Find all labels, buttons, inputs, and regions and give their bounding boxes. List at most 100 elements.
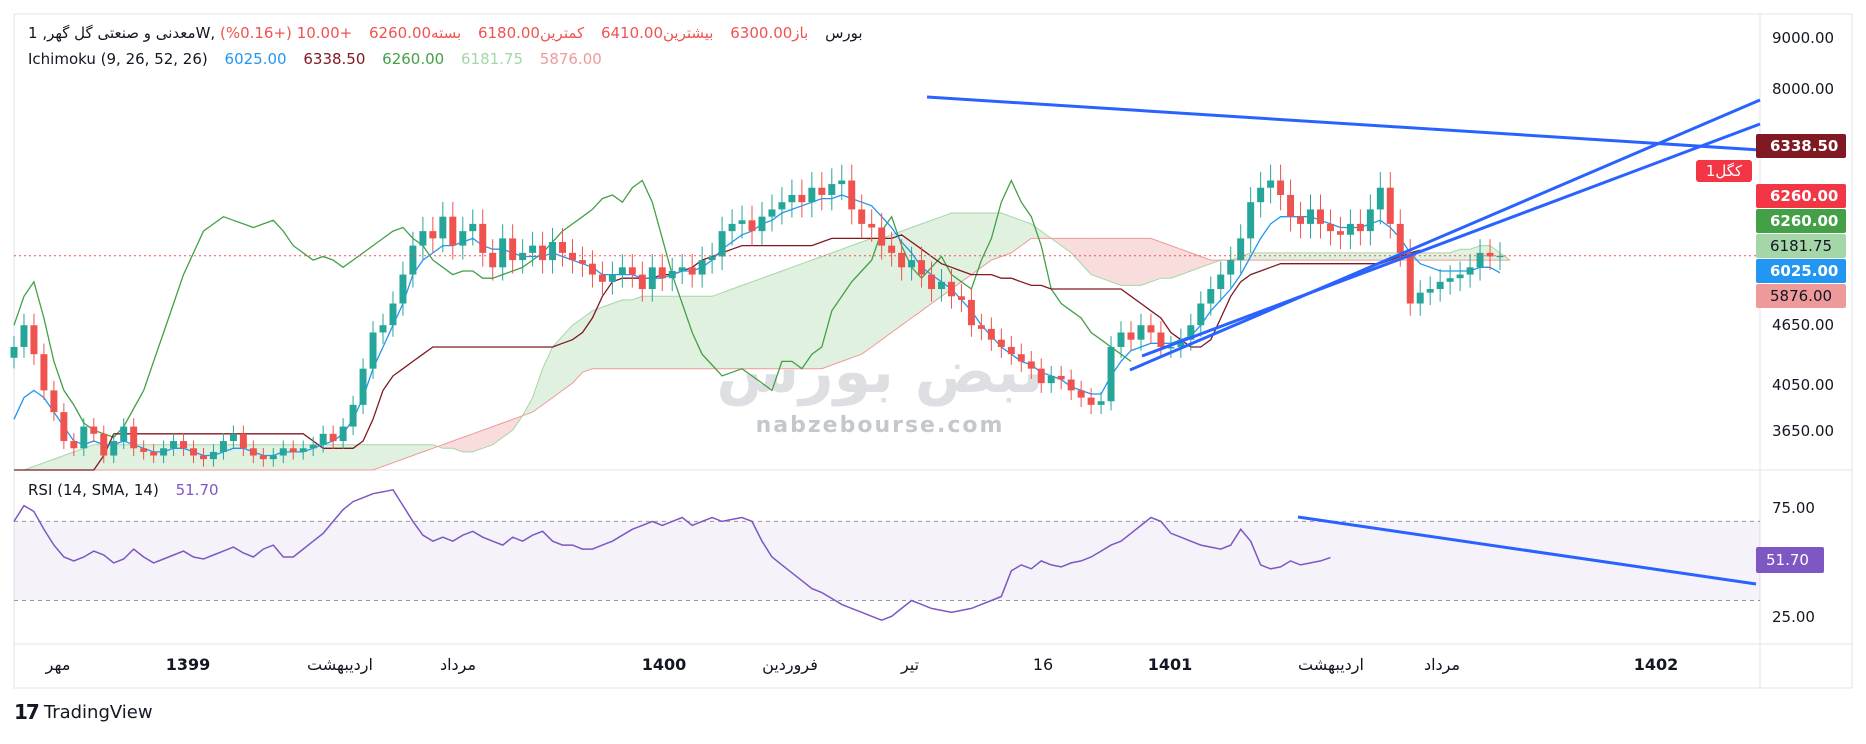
ichimoku-cloud-segment <box>1061 238 1072 253</box>
candle-body <box>648 267 656 290</box>
candle-body <box>1267 180 1275 188</box>
ichimoku-cloud-segment <box>1300 252 1311 261</box>
candle-body <box>838 180 846 185</box>
chikou-line <box>13 178 1132 439</box>
ichimoku-cloud-segment <box>1150 238 1161 282</box>
ichimoku-cloud-segment <box>353 444 364 470</box>
rsi-label: RSI (14, SMA, 14) <box>28 481 159 499</box>
candle-body <box>1157 332 1165 347</box>
candle-body <box>1307 209 1315 224</box>
candle-body <box>688 267 696 275</box>
time-axis-label: اردیبهشت <box>307 655 373 675</box>
candle-body <box>1376 187 1384 210</box>
ichimoku-cloud-segment <box>1320 252 1331 261</box>
ichimoku-cloud-segment <box>502 419 513 438</box>
candle-body <box>1476 252 1484 268</box>
ichimoku-cloud-segment <box>392 444 403 463</box>
candle-body <box>1386 187 1394 224</box>
ichimoku-cloud-segment <box>622 299 633 369</box>
candle-body <box>1247 202 1255 239</box>
candle-body <box>938 281 945 290</box>
ichimoku-cloud-segment <box>492 422 503 445</box>
candle-body <box>469 223 477 232</box>
candle-body <box>1187 325 1195 340</box>
ichimoku-cloud-segment <box>1111 238 1122 286</box>
time-axis-label: اردیبهشت <box>1298 655 1364 675</box>
ichimoku-cloud-segment <box>851 242 862 358</box>
change-value: +10.00 (+0.16%) <box>219 24 353 42</box>
ichimoku-cloud-segment <box>1360 252 1371 261</box>
candle-body <box>748 220 756 232</box>
tenkan-line <box>13 194 1501 457</box>
candle-body <box>997 339 1005 347</box>
symbol-badge <box>1696 160 1752 182</box>
candle-body <box>987 328 995 340</box>
candle-body <box>788 194 796 203</box>
candle-body <box>10 346 18 358</box>
candle-body <box>1336 231 1344 235</box>
time-axis-label: فروردین <box>762 655 818 675</box>
tradingview-brand[interactable]: 17 TradingView <box>14 700 153 724</box>
candle-body <box>1147 325 1155 333</box>
ichimoku-cloud-segment <box>263 444 274 470</box>
candle-body <box>1077 390 1085 398</box>
ichimoku-cloud-segment <box>562 325 573 391</box>
candle-body <box>349 404 357 427</box>
candle-body <box>768 209 776 217</box>
candle-body <box>1167 346 1175 349</box>
ichimoku-cloud-segment <box>333 444 344 470</box>
price-badge <box>1756 134 1846 158</box>
symbol-title: معدنی و صنعتی گل گهر, 1W, بورس <box>28 24 863 42</box>
header-row-ichimoku[interactable]: Ichimoku (9, 26, 52, 26) 6025.00 6338.50… <box>28 50 614 68</box>
candle-body <box>100 433 108 456</box>
candle-body <box>399 274 407 304</box>
header-row-rsi[interactable]: RSI (14, SMA, 14) 51.70 <box>28 481 231 499</box>
tradingview-name: TradingView <box>43 701 153 723</box>
senkou-a-line <box>14 212 1511 471</box>
candle-body <box>708 256 716 261</box>
candle-body <box>1197 303 1205 326</box>
ichimoku-cloud-segment <box>682 296 693 369</box>
ichimoku-cloud-segment <box>752 278 762 369</box>
candle-body <box>269 455 277 460</box>
candle-body <box>359 368 367 405</box>
ichimoku-cloud-segment <box>452 437 463 452</box>
ichimoku-cloud-segment <box>1340 252 1351 261</box>
candle-body <box>1356 223 1364 232</box>
ichimoku-senkou-a: 6181.75 <box>460 50 524 68</box>
ichimoku-cloud-segment <box>692 296 703 369</box>
ichimoku-cloud-segment <box>203 444 214 470</box>
ichimoku-cloud-segment <box>123 444 134 470</box>
candle-body <box>908 260 916 268</box>
ichimoku-cloud-segment <box>1170 245 1181 279</box>
candle-body <box>578 260 586 264</box>
candle-body <box>509 238 517 261</box>
rsi-line <box>13 488 1331 622</box>
candle-body <box>1436 281 1444 290</box>
candle-body <box>1217 274 1225 290</box>
ichimoku-cloud-segment <box>1091 238 1102 279</box>
ichimoku-chikou: 6260.00 <box>382 50 445 68</box>
ichimoku-cloud-segment <box>1011 216 1022 253</box>
candle-body <box>329 433 337 442</box>
rsi-value-badge <box>1756 547 1824 573</box>
ichimoku-cloud-segment <box>313 444 324 470</box>
ichimoku-cloud-segment <box>672 296 683 369</box>
ichimoku-label: Ichimoku (9, 26, 52, 26) <box>28 50 208 68</box>
candle-body <box>140 448 148 452</box>
ichimoku-cloud-segment <box>462 433 473 452</box>
ichimoku-cloud-segment <box>662 296 673 369</box>
price-badge <box>1756 234 1846 258</box>
candle-body <box>170 441 178 449</box>
candle-body <box>1067 379 1075 391</box>
candle-body <box>569 252 576 261</box>
ichimoku-cloud-segment <box>542 346 553 405</box>
ichimoku-cloud-segment <box>402 444 413 460</box>
ichimoku-cloud-segment <box>971 213 982 275</box>
candle-body <box>150 451 158 456</box>
candle-body <box>20 325 28 347</box>
ichimoku-cloud-segment <box>63 451 74 470</box>
ichimoku-cloud-segment <box>1270 252 1281 261</box>
candle-body <box>967 299 975 326</box>
